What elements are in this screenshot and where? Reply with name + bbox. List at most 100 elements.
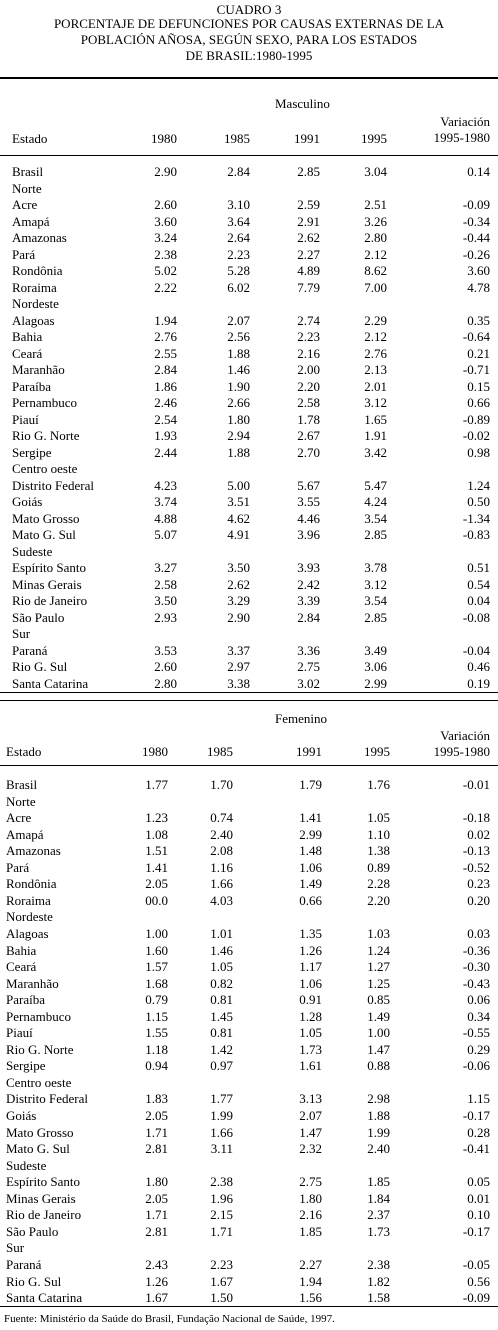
cell: 3.49 [364,642,387,658]
cell: 1.88 [367,1108,390,1123]
cell: 1.03 [367,925,390,941]
state-label: Maranhão [12,362,65,377]
cell: 2.32 [299,1141,322,1157]
cell: 0.89 [367,859,390,875]
cell: 4.23 [154,477,177,493]
state-label: Amazonas [6,843,61,859]
state-label: Paraíba [12,378,51,394]
cell: 0.05 [467,1174,490,1190]
state-label: Mato Grosso [6,1124,74,1140]
cell: -0.64 [462,329,490,344]
cell: 2.40 [367,1141,390,1157]
cell: -0.01 [462,777,490,792]
cell: 1.24 [367,942,390,958]
cell: 2.62 [227,576,250,592]
state-label: São Paulo [12,609,65,625]
cell: 5.00 [227,477,250,493]
cell: 3.74 [154,494,177,509]
cell: -0.17 [462,1108,490,1123]
cell: -0.36 [462,942,490,958]
column-header: 1995-1980 [433,744,490,759]
state-label: Roraima [12,279,57,295]
cell: 2.20 [297,378,320,394]
state-label: Piauí [6,1025,33,1041]
cell: 2.76 [364,345,387,361]
cell: 0.50 [467,494,490,509]
cell: 2.38 [210,1174,233,1190]
state-label: Bahia [12,329,43,344]
cell: 3.06 [364,659,387,674]
cell: 2.85 [364,609,387,625]
cell: 2.29 [364,312,387,328]
cell: 2.08 [210,843,233,859]
cell: 2.81 [145,1223,168,1239]
state-label: Roraima [6,892,51,908]
cell: 1.28 [299,1008,322,1024]
rule [0,77,498,79]
cell: 3.27 [154,560,177,575]
cell: 1.46 [227,362,250,377]
cell: 4.24 [364,494,387,509]
state-label: Pará [6,859,30,875]
column-header: 1991 [294,131,320,146]
cell: 3.02 [297,675,320,691]
cell: 2.27 [299,1256,322,1272]
state-label: Brasil [12,164,44,179]
title-line: DE BRASIL:1980-1995 [185,48,313,63]
cell: 2.05 [145,1190,168,1206]
cell: 3.13 [299,1091,322,1107]
cell: -0.18 [462,810,490,826]
cell: 2.13 [364,362,387,377]
cell: 2.84 [297,609,320,625]
cell: 2.12 [364,329,387,344]
state-label: Distrito Federal [6,1091,88,1107]
cell: 1.85 [299,1223,322,1239]
cell: 2.23 [297,329,320,344]
cell: 1.66 [210,1124,233,1140]
cell: -0.17 [462,1223,490,1239]
cell: 1.88 [227,444,250,460]
cell: 2.75 [297,659,320,674]
cell: 1.38 [367,843,390,859]
cell: 2.93 [154,609,177,625]
cell: 1.50 [210,1290,233,1306]
cell: 0.14 [467,164,490,179]
cell: 2.90 [154,164,177,179]
cell: 2.80 [364,230,387,245]
cell: 1.71 [210,1223,233,1239]
cell: -0.05 [462,1256,490,1272]
cell: 3.93 [297,560,320,575]
cell: 3.24 [154,230,177,245]
cell: 2.42 [297,576,320,592]
cell: 4.03 [210,892,233,908]
cell: 2.90 [227,609,250,625]
state-label: Paraná [12,642,48,658]
cell: 2.58 [154,576,177,592]
cell: 3.60 [467,263,490,278]
cell: 1.77 [145,777,168,792]
state-label: Pernambuco [12,395,77,410]
state-label: Amazonas [12,230,67,245]
column-header: 1985 [207,744,233,759]
region-label: Nordeste [12,296,59,311]
cell: 2.07 [227,312,250,328]
cell: 4.62 [227,510,250,526]
cell: 4.89 [297,263,320,278]
cell: 1.08 [145,826,168,842]
cell: 1.57 [145,959,168,975]
cell: 2.75 [299,1174,322,1190]
cell: 3.10 [227,197,250,212]
cell: 3.53 [154,642,177,658]
cell: 1.41 [299,810,322,826]
cell: 1.71 [145,1124,168,1140]
state-label: Acre [6,810,32,826]
source-note: Fuente: Ministério da Saúde do Brasil, F… [4,1313,335,1325]
cell: 1.82 [367,1273,390,1289]
cell: 3.60 [154,213,177,229]
region-label: Norte [6,793,36,809]
cell: 3.78 [364,560,387,575]
cell: -0.02 [462,428,490,443]
cell: 1.25 [367,975,390,991]
region-label: Centro oeste [6,1074,72,1090]
